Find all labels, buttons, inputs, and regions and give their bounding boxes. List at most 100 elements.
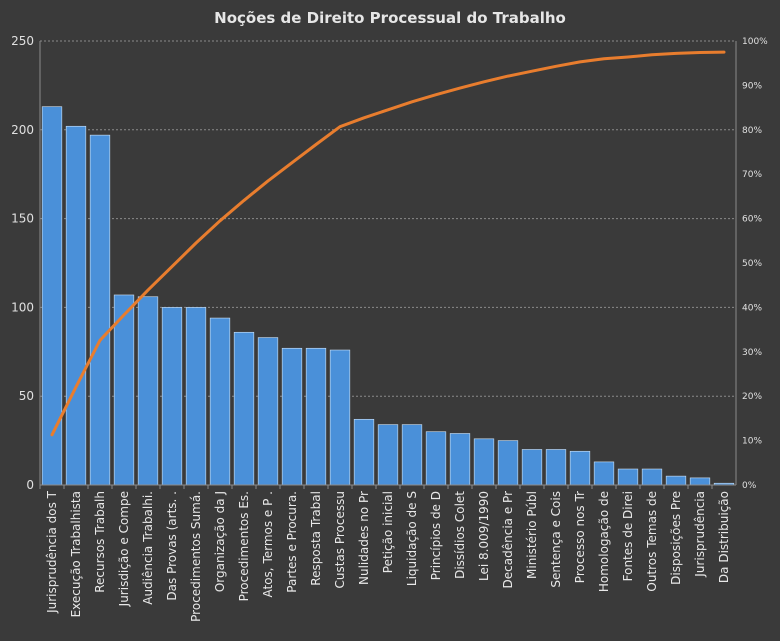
bar	[377, 424, 399, 486]
bar	[65, 125, 87, 486]
line-point	[362, 116, 366, 120]
x-tick-label: Jurisprudência	[693, 491, 707, 578]
x-tick-label: Princípios de D	[429, 491, 443, 580]
bar	[281, 347, 303, 486]
x-tick-label: Lei 8.009/1990	[477, 491, 491, 581]
line-point	[266, 179, 270, 183]
line-point	[290, 161, 294, 164]
bar	[569, 450, 591, 486]
bar	[233, 331, 255, 486]
bar	[209, 317, 231, 486]
x-tick-label: Jurisprudência dos T	[45, 490, 59, 614]
bar	[617, 468, 639, 486]
line-point	[626, 55, 630, 59]
line-point	[410, 100, 414, 104]
x-tick-label: Resposta Trabal	[309, 491, 323, 586]
x-tick-label: Custas Processu	[333, 491, 347, 589]
x-tick-label: Audiência Trabalhi.	[141, 491, 155, 605]
x-tick-label: Fontes de Direi	[621, 491, 635, 581]
line-point	[578, 60, 582, 64]
left-tick-label: 200	[11, 123, 34, 137]
bar	[689, 477, 711, 486]
right-tick-label: 70%	[742, 170, 762, 180]
bar	[473, 438, 495, 486]
line-point	[434, 93, 438, 96]
bar	[641, 468, 663, 486]
bar	[401, 424, 423, 486]
bar	[545, 449, 567, 486]
bar	[41, 106, 63, 486]
x-tick-label: Procedimentos Sumá.	[189, 491, 203, 622]
x-axis: Jurisprudência dos T Execução Trabalhista…	[39, 484, 736, 622]
x-tick-label: Da Distribuição	[717, 491, 731, 583]
left-tick-label: 50	[19, 389, 34, 403]
x-tick-label: Das Provas (arts. .	[165, 491, 179, 601]
right-tick-label: 30%	[742, 348, 762, 358]
x-tick-label: Sentença e Cois	[549, 491, 563, 588]
right-tick-label: 60%	[742, 215, 762, 225]
bar	[497, 440, 519, 486]
right-tick-label: 90%	[742, 81, 762, 91]
line-point	[218, 219, 222, 223]
chart-title: Noções de Direito Processual do Trabalho	[214, 9, 566, 27]
line-point	[242, 199, 246, 202]
line-point	[482, 80, 486, 84]
line-point	[554, 65, 558, 68]
x-tick-label: Petição inicial	[381, 491, 395, 573]
x-tick-label: Recursos Trabalh	[93, 491, 107, 593]
line-point	[170, 265, 174, 268]
right-tick-label: 100%	[742, 37, 768, 47]
x-tick-label: Execução Trabalhista	[69, 491, 83, 617]
line-point	[386, 108, 390, 112]
bar	[425, 431, 447, 486]
x-tick-label: Organização da J	[213, 491, 227, 592]
x-tick-label: Procedimentos Es.	[237, 491, 251, 601]
left-tick-label: 150	[11, 212, 34, 226]
x-tick-label: Jurisdição e Compe	[117, 491, 131, 607]
line-point	[122, 313, 126, 317]
right-y-axis: 0% 10% 20% 30% 40% 50% 60% 70% 80% 90% 100%	[735, 37, 768, 491]
line-point	[458, 86, 462, 90]
line-point	[98, 339, 102, 342]
left-tick-label: 250	[11, 34, 34, 48]
line-point	[74, 385, 78, 389]
bar	[329, 349, 351, 486]
cumulative-line-series	[50, 50, 726, 437]
bar	[89, 134, 111, 486]
x-tick-label: Liquidação de S	[405, 491, 419, 586]
bar	[449, 433, 471, 486]
x-tick-label: Decadência e Pr	[501, 491, 515, 589]
bar	[137, 296, 159, 486]
bar	[185, 307, 207, 486]
right-tick-label: 40%	[742, 303, 762, 313]
x-tick-label: Ministério Públ	[525, 491, 539, 579]
x-tick-label: Processo nos Tr	[573, 491, 587, 583]
line-point	[650, 53, 654, 56]
x-tick-label: Dissídios Colet	[453, 491, 467, 579]
line-point	[602, 57, 606, 60]
bar	[593, 461, 615, 486]
line-point	[530, 69, 534, 73]
right-tick-label: 80%	[742, 126, 762, 136]
x-tick-label: Atos, Termos e P .	[261, 491, 275, 597]
bar	[161, 307, 183, 486]
x-tick-label: Homologação de	[597, 491, 611, 592]
line-point	[722, 50, 726, 54]
bar	[353, 418, 375, 486]
right-tick-label: 20%	[742, 392, 762, 402]
left-y-axis: 0 50 100 150 200 250	[11, 34, 41, 492]
line-point	[194, 241, 198, 245]
bar	[665, 475, 687, 486]
line-point	[674, 52, 678, 55]
x-tick-label: Outros Temas de	[645, 491, 659, 592]
x-tick-label: Disposições Pre	[669, 491, 683, 585]
right-tick-label: 10%	[742, 437, 762, 447]
left-tick-label: 100	[11, 300, 34, 314]
bar	[305, 347, 327, 486]
x-tick-label: Partes e Procura.	[285, 491, 299, 593]
x-tick-label: Nulidades no Pr	[357, 491, 371, 585]
bar	[257, 337, 279, 486]
line-point	[50, 433, 54, 437]
left-tick-label: 0	[26, 478, 34, 492]
